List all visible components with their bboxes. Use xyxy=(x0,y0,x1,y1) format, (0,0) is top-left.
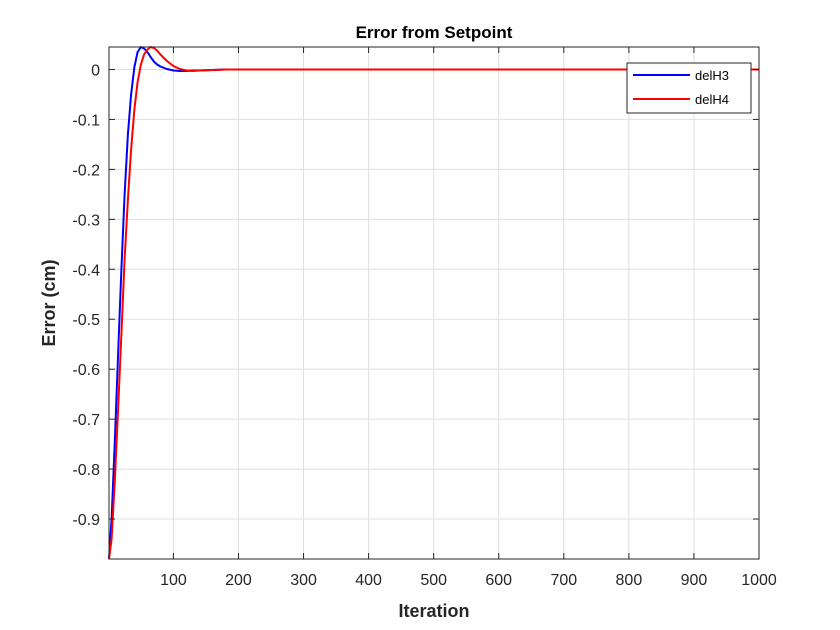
x-tick-label: 400 xyxy=(355,572,382,589)
tick-marks xyxy=(109,47,760,559)
grid-lines xyxy=(109,47,760,559)
x-tick-label: 100 xyxy=(160,572,187,589)
y-axis-label: Error (cm) xyxy=(39,259,59,346)
y-tick-labels: 0 -0.1 -0.2 -0.3 -0.4 -0.5 -0.6 -0.7 -0.8 -0.9 xyxy=(72,62,100,529)
chart-title: Error from Setpoint xyxy=(356,23,513,42)
y-tick-label: -0.7 xyxy=(72,412,100,429)
y-tick-label: -0.9 xyxy=(72,512,100,529)
legend-label-delH4: delH4 xyxy=(695,92,729,107)
y-tick-label: -0.3 xyxy=(72,212,100,229)
legend: delH3 delH4 xyxy=(626,62,752,114)
y-tick-label: -0.1 xyxy=(72,112,100,129)
legend-box xyxy=(626,62,752,114)
x-tick-labels: 100 200 300 400 500 600 700 800 900 1000 xyxy=(160,572,777,589)
x-tick-label: 1000 xyxy=(741,572,777,589)
x-axis-label: Iteration xyxy=(398,601,469,621)
legend-label-delH3: delH3 xyxy=(695,68,729,83)
x-tick-label: 200 xyxy=(225,572,252,589)
x-tick-label: 300 xyxy=(290,572,317,589)
y-tick-label: -0.4 xyxy=(72,262,100,279)
y-tick-label: -0.6 xyxy=(72,362,100,379)
y-tick-label: -0.8 xyxy=(72,462,100,479)
x-tick-label: 600 xyxy=(485,572,512,589)
x-tick-label: 700 xyxy=(550,572,577,589)
y-tick-label: -0.2 xyxy=(72,162,100,179)
x-tick-label: 800 xyxy=(616,572,643,589)
series-lines xyxy=(108,46,759,560)
x-tick-label: 500 xyxy=(420,572,447,589)
y-tick-label: 0 xyxy=(91,62,100,79)
y-tick-label: -0.5 xyxy=(72,312,100,329)
x-tick-label: 900 xyxy=(681,572,708,589)
series-line-delH4 xyxy=(108,46,759,560)
